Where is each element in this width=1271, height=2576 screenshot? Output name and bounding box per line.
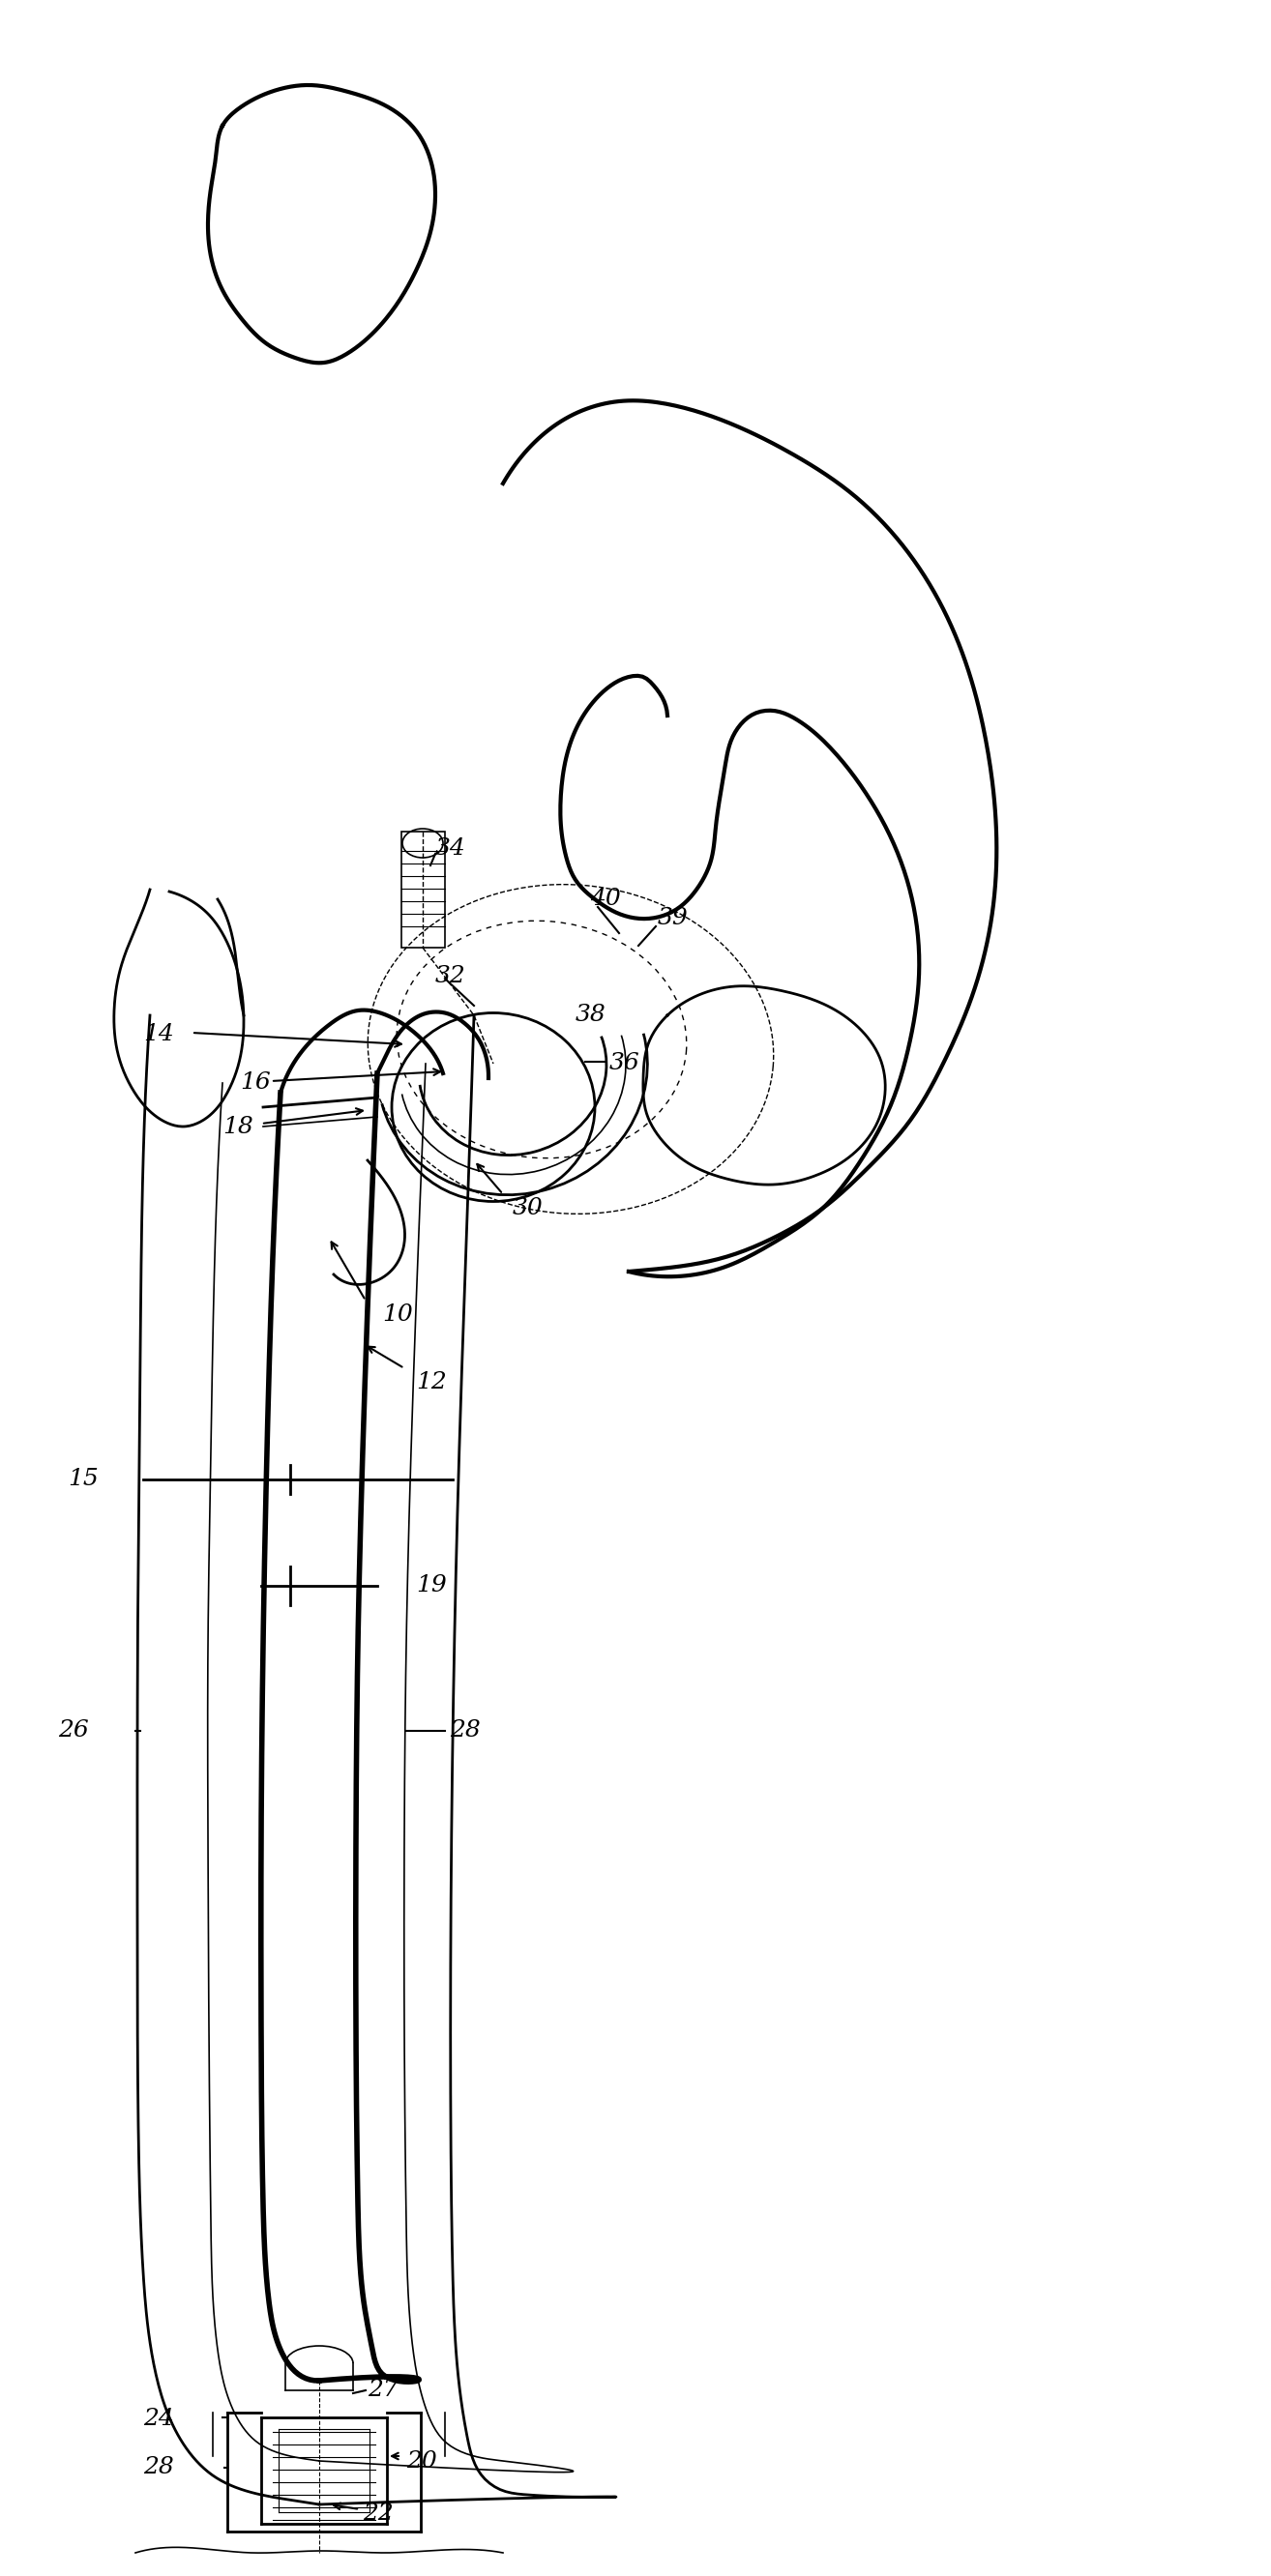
Text: 22: 22: [362, 2504, 394, 2524]
Text: 36: 36: [609, 1054, 641, 1074]
Text: 16: 16: [240, 1072, 271, 1095]
Text: 28: 28: [144, 2458, 174, 2478]
Text: 19: 19: [416, 1574, 446, 1597]
Text: 32: 32: [435, 966, 466, 987]
Text: 34: 34: [435, 837, 466, 860]
Text: 39: 39: [658, 907, 689, 930]
Text: 28: 28: [450, 1721, 480, 1741]
Text: 18: 18: [222, 1115, 253, 1139]
Text: 24: 24: [144, 2409, 174, 2432]
Text: 20: 20: [407, 2450, 437, 2473]
Text: 27: 27: [367, 2380, 398, 2401]
Text: 15: 15: [67, 1468, 98, 1492]
Text: 14: 14: [144, 1023, 174, 1046]
Bar: [402, 832, 445, 948]
Text: 12: 12: [416, 1370, 446, 1394]
Text: 26: 26: [58, 1721, 89, 1741]
Text: 30: 30: [512, 1198, 544, 1221]
Text: 10: 10: [383, 1303, 413, 1327]
Text: 40: 40: [590, 889, 620, 909]
Text: 38: 38: [576, 1005, 606, 1025]
